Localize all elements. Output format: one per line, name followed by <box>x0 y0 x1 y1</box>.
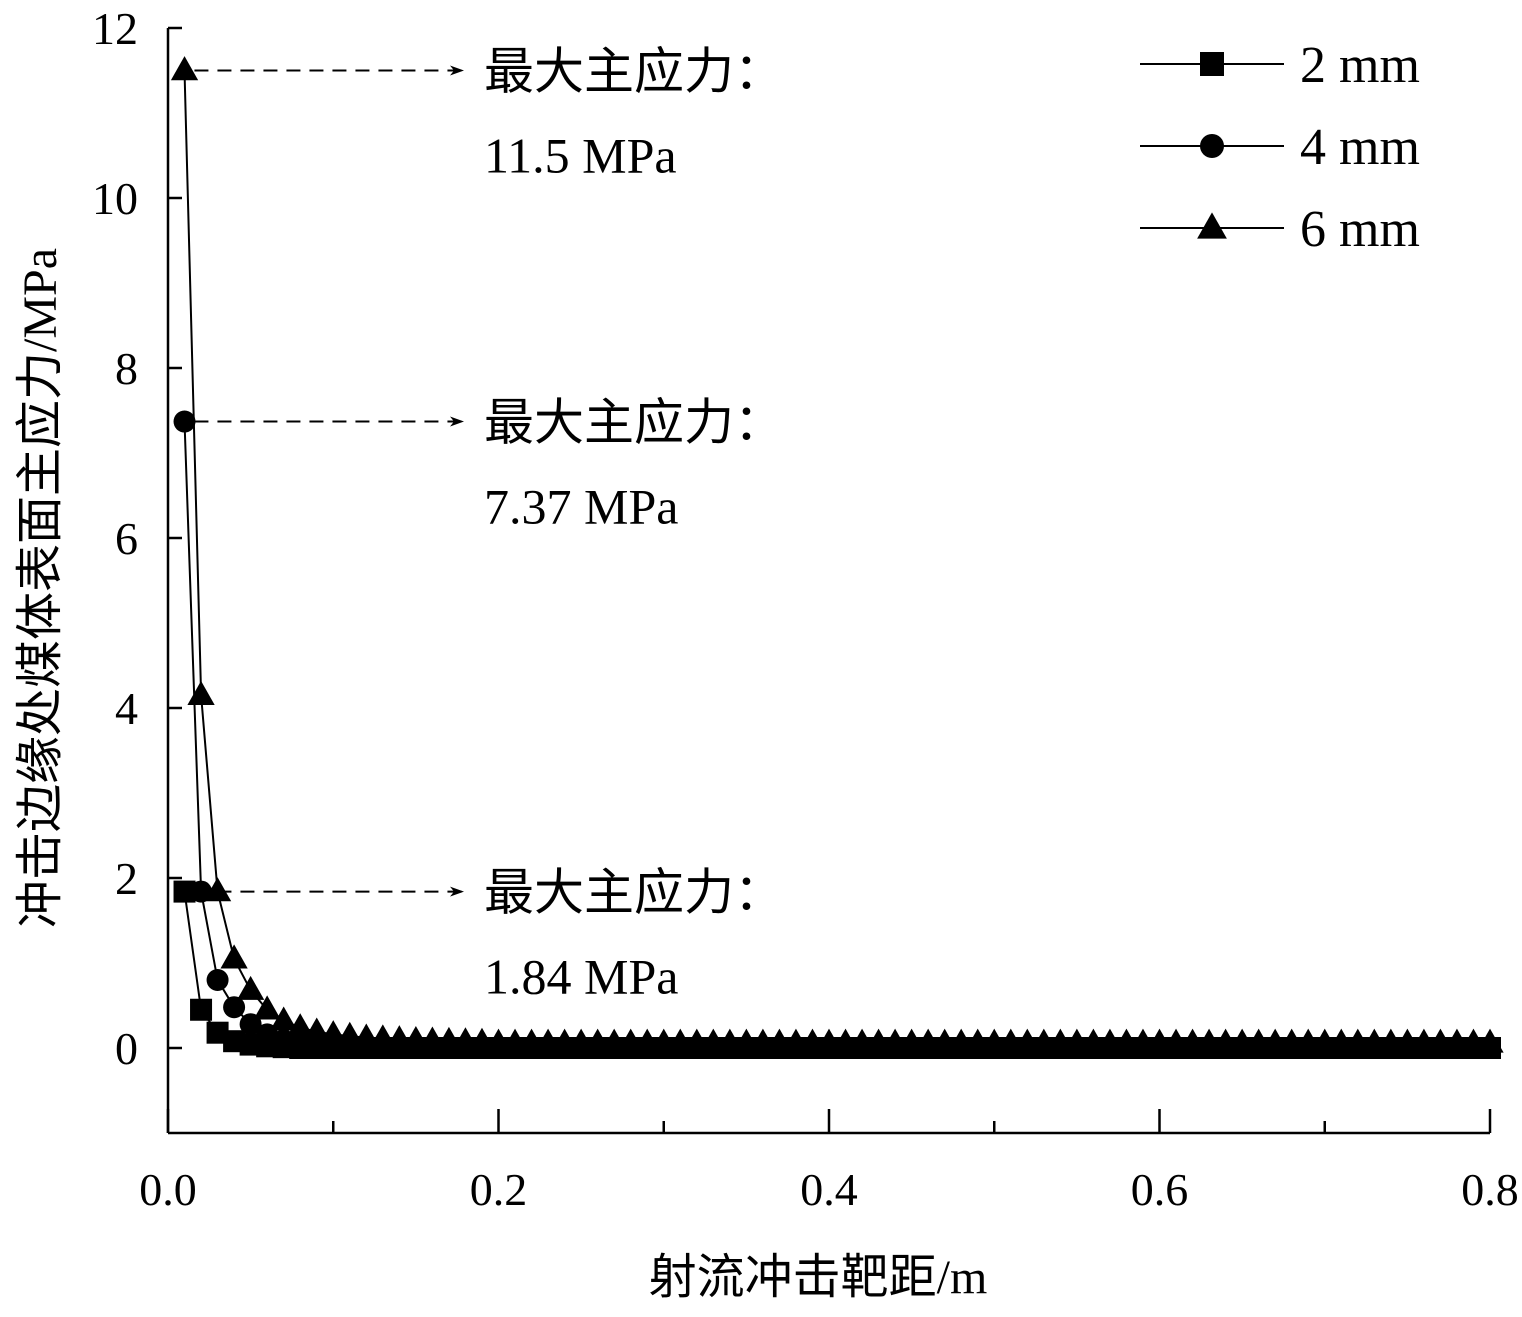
data-point-triangle <box>270 1006 298 1031</box>
axes: 0 2 4 6 8 10 12 0.0 0.2 0.4 0.6 0.8 <box>92 3 1519 1215</box>
data-point-square <box>239 1033 262 1056</box>
series-layer <box>170 56 1504 1059</box>
x-axis-label: 射流冲击靶距/m <box>649 1251 988 1304</box>
annotation-value: 7.37 MPa <box>484 479 678 535</box>
legend-entry: 2 mm <box>1140 37 1420 94</box>
data-point-square <box>173 880 196 903</box>
data-point-triangle <box>236 975 265 1000</box>
annotation-value: 11.5 MPa <box>484 128 677 184</box>
series-2-mm <box>173 880 1501 1059</box>
legend-label: 6 mm <box>1300 201 1420 258</box>
annotation-title: 最大主应力： <box>484 865 784 921</box>
y-tick-label: 4 <box>115 683 138 734</box>
data-point-triangle <box>187 680 215 705</box>
x-tick-label: 0.2 <box>470 1164 528 1215</box>
data-point-triangle <box>303 1017 331 1042</box>
y-tick-label: 2 <box>115 853 138 904</box>
data-point-triangle <box>1197 212 1227 239</box>
legend-label: 2 mm <box>1300 37 1420 94</box>
data-point-circle <box>1200 134 1224 158</box>
annotations: 最大主应力： 11.5 MPa 最大主应力： 7.37 MPa 最大主应力： 1.84 M… <box>194 44 784 1005</box>
x-tick-label: 0.0 <box>139 1164 197 1215</box>
x-tick-label: 0.8 <box>1461 1164 1519 1215</box>
data-point-triangle <box>336 1021 364 1046</box>
x-tick-label: 0.4 <box>800 1164 858 1215</box>
data-point-circle <box>223 996 246 1019</box>
data-point-triangle <box>253 995 281 1020</box>
series-6-mm <box>170 56 1504 1053</box>
y-tick-label: 10 <box>92 173 138 224</box>
annotation-title: 最大主应力： <box>484 44 784 100</box>
data-point-circle <box>206 969 229 991</box>
data-point-square <box>190 998 213 1021</box>
legend-entry: 6 mm <box>1140 201 1420 258</box>
series-4-mm <box>173 410 1501 1059</box>
y-tick-label: 0 <box>115 1023 138 1074</box>
data-point-circle <box>173 410 196 433</box>
legend-label: 4 mm <box>1300 119 1420 176</box>
data-point-triangle <box>170 56 199 81</box>
data-point-triangle <box>319 1020 347 1045</box>
data-point-square <box>223 1030 246 1053</box>
data-point-square <box>1200 52 1224 76</box>
x-tick-label: 0.6 <box>1131 1164 1189 1215</box>
annotation-title: 最大主应力： <box>484 395 784 451</box>
y-tick-label: 12 <box>92 3 138 54</box>
y-axis-label: 冲击边缘处煤体表面主应力/MPa <box>14 248 67 928</box>
data-point-triangle <box>203 877 232 902</box>
annotation-value: 1.84 MPa <box>484 949 678 1005</box>
y-tick-label: 6 <box>115 513 138 564</box>
legend: 2 mm 4 mm 6 mm <box>1140 37 1420 258</box>
data-point-triangle <box>220 944 248 969</box>
data-point-triangle <box>1476 1028 1504 1053</box>
series-line <box>183 891 1490 1049</box>
y-tick-label: 8 <box>115 343 138 394</box>
series-line <box>183 421 1490 1049</box>
data-point-square <box>206 1021 229 1044</box>
series-line <box>183 70 1490 1044</box>
data-point-triangle <box>286 1013 314 1038</box>
legend-entry: 4 mm <box>1140 119 1420 176</box>
